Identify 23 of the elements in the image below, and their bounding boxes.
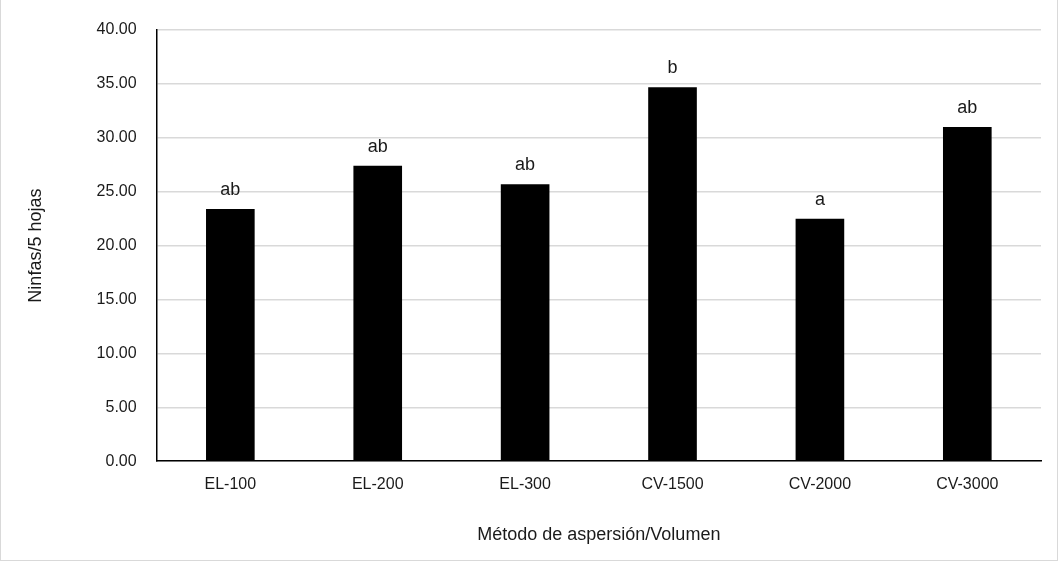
x-tick-label: CV-3000	[936, 475, 999, 493]
y-tick-label: 20.00	[96, 236, 137, 254]
x-tick-label: EL-300	[499, 475, 552, 493]
x-tick-label: EL-100	[204, 475, 257, 493]
y-tick-label: 5.00	[105, 397, 137, 415]
y-tick-label: 0.00	[105, 451, 137, 469]
x-tick-label: CV-1500	[641, 475, 704, 493]
y-tick-label: 10.00	[96, 343, 137, 361]
x-tick-label: EL-200	[351, 475, 404, 493]
annotation: ab	[367, 135, 388, 156]
x-axis-title: Método de aspersión/Volumen	[477, 524, 721, 545]
annotation: ab	[957, 96, 978, 117]
y-tick-label: 35.00	[96, 74, 137, 92]
x-tick-label: CV-2000	[788, 475, 852, 493]
y-tick-label: 30.00	[96, 128, 137, 146]
annotation: b	[667, 57, 678, 78]
y-axis-title: Ninfas/5 hojas	[24, 188, 45, 303]
y-tick-label: 25.00	[96, 182, 137, 200]
y-tick-label: 40.00	[96, 20, 137, 38]
annotation: a	[814, 188, 826, 209]
y-tick-label: 15.00	[96, 289, 137, 307]
annotation: ab	[220, 178, 241, 199]
annotation: ab	[515, 154, 536, 175]
